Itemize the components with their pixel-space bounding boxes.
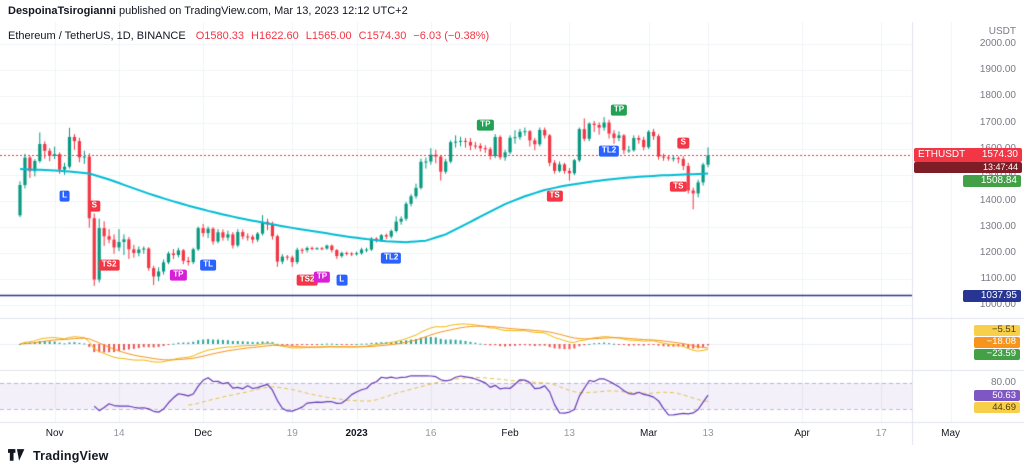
ohlc-close: C1574.30: [358, 30, 407, 42]
brand-bar[interactable]: TradingView: [0, 445, 1024, 467]
ohlc-high: H1622.60: [251, 30, 299, 42]
ohlc-low: L1565.00: [305, 30, 352, 42]
chart-legend[interactable]: Ethereum / TetherUS, 1D, BINANCE O1580.3…: [8, 30, 489, 42]
ohlc-open: O1580.33: [195, 30, 245, 42]
chart-canvas[interactable]: [0, 22, 1024, 445]
publish-text: published on TradingView.com, Mar 13, 20…: [118, 5, 408, 17]
publish-author: DespoinaTsirogianni: [8, 5, 116, 17]
brand-name[interactable]: TradingView: [33, 449, 109, 463]
tradingview-logo-icon[interactable]: [8, 449, 27, 463]
ohlc-values: O1580.33 H1622.60 L1565.00 C1574.30 −6.0…: [196, 30, 490, 42]
ohlc-change: −6.03 (−0.38%): [413, 30, 490, 42]
publish-bar: DespoinaTsirogianni published on Trading…: [0, 0, 1024, 22]
symbol-title: Ethereum / TetherUS, 1D, BINANCE: [8, 30, 186, 42]
chart-area[interactable]: Ethereum / TetherUS, 1D, BINANCE O1580.3…: [0, 22, 1024, 445]
